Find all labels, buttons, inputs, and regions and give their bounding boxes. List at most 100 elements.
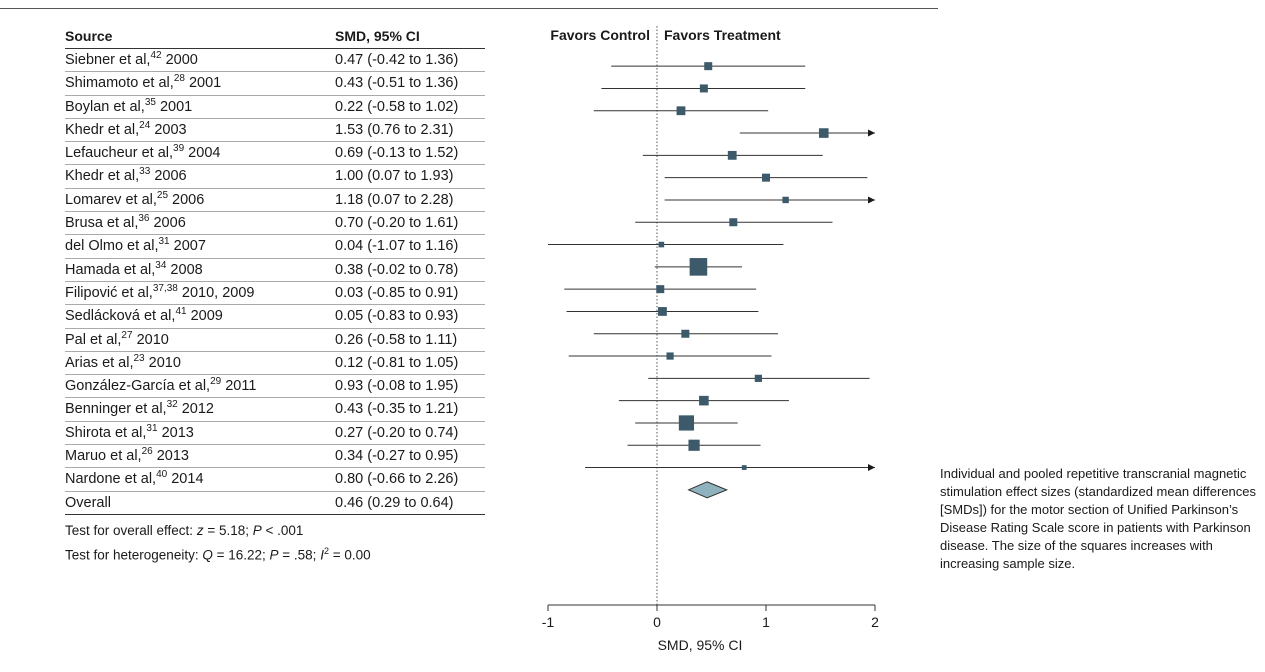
study-source: Khedr et al,33 2006 [65,166,187,184]
study-year: 2000 [161,52,198,68]
study-year: 2006 [168,191,205,208]
study-year: 2013 [152,448,189,465]
study-marker [699,84,708,93]
table-row: González-García et al,29 2011 0.93 (-0.08… [65,375,485,399]
study-name: Pal et al, [65,331,122,348]
study-name: Benninger et al, [65,401,167,418]
study-year: 2010 [144,354,181,371]
study-source: Sedlácková et al,41 2009 [65,307,223,325]
study-source: Maruo et al,26 2013 [65,447,189,465]
study-name: Filipović et al, [65,284,153,301]
overall-ci-text: 0.46 (0.29 to 0.64) [335,494,454,511]
x-tick-label: 0 [653,614,661,630]
test-overall-effect: Test for overall effect: z = 5.18; P < .… [65,522,304,538]
study-marker [818,128,829,138]
table-row: Brusa et al,36 2006 0.70 (-0.20 to 1.61) [65,212,485,236]
reference-number: 29 [210,376,222,388]
study-source: Arias et al,23 2010 [65,354,181,371]
reference-number: 39 [173,143,185,155]
x-tick-label: 2 [871,614,879,630]
study-ci-text: 0.27 (-0.20 to 0.74) [335,424,459,441]
reference-number: 27 [121,329,133,341]
study-year: 2011 [221,378,257,395]
study-name: Siebner et al, [65,52,151,68]
study-marker [782,196,789,204]
study-marker [658,307,667,316]
reference-number: 32 [166,399,178,411]
study-name: González-García et al, [65,378,211,395]
study-source: Boylan et al,35 2001 [65,97,193,115]
study-table: Source SMD, 95% CI Siebner et al,42 2000… [65,26,485,563]
study-source: Pal et al,27 2010 [65,329,169,348]
study-name: Brusa et al, [65,215,139,232]
study-ci-text: 0.80 (-0.66 to 2.26) [335,471,459,488]
study-source: Lefaucheur et al,39 2004 [65,143,221,162]
study-year: 2010 [132,331,169,348]
study-source: Shirota et al,31 2013 [65,422,194,441]
study-year: 2001 [155,98,193,115]
study-marker [688,439,700,451]
study-year: 2013 [157,424,194,441]
study-ci-text: 0.38 (-0.02 to 0.78) [335,261,459,278]
table-row: Shirota et al,31 2013 0.27 (-0.20 to 0.74… [65,422,485,446]
overall-diamond [687,481,729,499]
study-name: Hamada et al, [65,261,156,278]
study-source: Shimamoto et al,28 2001 [65,74,222,92]
study-source: Hamada et al,34 2008 [65,259,203,278]
table-row: Maruo et al,26 2013 0.34 (-0.27 to 0.95) [65,445,485,469]
table-row: Hamada et al,34 2008 0.38 (-0.02 to 0.78) [65,259,485,282]
study-marker [729,218,738,227]
study-source: Benninger et al,32 2012 [65,399,214,418]
ci-arrow [868,129,875,137]
table-row: Filipović et al,37,38 2010, 2009 0.03 (-0… [65,282,485,306]
study-marker [704,62,713,71]
study-marker [678,415,695,431]
study-name: Shirota et al, [65,424,147,441]
study-source: Brusa et al,36 2006 [65,213,186,232]
ci-arrow [868,196,875,204]
study-ci-text: 0.43 (-0.51 to 1.36) [335,75,459,92]
study-marker [681,329,690,338]
study-marker [699,395,709,406]
table-row: Shimamoto et al,28 2001 0.43 (-0.51 to 1.… [65,72,485,96]
study-ci-text: 1.53 (0.76 to 2.31) [335,121,454,138]
study-marker [762,173,770,182]
study-name: Maruo et al, [65,448,142,465]
study-name: Sedlácková et al, [65,308,176,325]
study-ci-text: 1.00 (0.07 to 1.93) [335,168,454,185]
overall-row: Overall 0.46 (0.29 to 0.64) [65,492,485,515]
reference-number: 36 [138,213,150,225]
test-heterogeneity: Test for heterogeneity: Q = 16.22; P = .… [65,545,371,563]
table-row: Khedr et al,24 2003 1.53 (0.76 to 2.31) [65,119,485,143]
table-row: Sedlácková et al,41 2009 0.05 (-0.83 to 0… [65,305,485,329]
study-source: Lomarev et al,25 2006 [65,190,205,208]
study-year: 2010, 2009 [177,284,255,301]
table-row: Lomarev et al,25 2006 1.18 (0.07 to 2.28) [65,189,485,213]
study-ci-text: 0.05 (-0.83 to 0.93) [335,308,459,325]
study-ci-text: 0.22 (-0.58 to 1.02) [335,98,459,115]
table-row: Khedr et al,33 2006 1.00 (0.07 to 1.93) [65,165,485,189]
study-year: 2001 [184,75,222,92]
study-year: 2004 [184,145,221,162]
study-name: Lefaucheur et al, [65,145,174,162]
study-ci-text: 0.34 (-0.27 to 0.95) [335,448,459,465]
study-year: 2008 [166,261,203,278]
favors-control-label: Favors Control [550,27,650,43]
favors-treatment-label: Favors Treatment [664,27,781,43]
study-ci-text: 0.70 (-0.20 to 1.61) [335,215,459,232]
table-rows: Siebner et al,42 2000 0.47 (-0.42 to 1.36… [65,49,485,492]
table-row: Pal et al,27 2010 0.26 (-0.58 to 1.11) [65,329,485,352]
overall-label: Overall [65,494,111,511]
table-row: Lefaucheur et al,39 2004 0.69 (-0.13 to 1… [65,142,485,166]
study-ci-text: 0.26 (-0.58 to 1.11) [335,331,458,348]
study-name: del Olmo et al, [65,238,159,255]
study-name: Shimamoto et al, [65,75,174,92]
study-year: 2009 [186,308,223,325]
reference-number: 33 [139,166,151,178]
reference-number: 34 [155,259,167,271]
table-row: del Olmo et al,31 2007 0.04 (-1.07 to 1.1… [65,235,485,259]
study-name: Lomarev et al, [65,191,157,208]
study-ci-text: 0.12 (-0.81 to 1.05) [335,354,459,371]
reference-number: 31 [146,422,158,434]
study-name: Boylan et al, [65,98,145,115]
